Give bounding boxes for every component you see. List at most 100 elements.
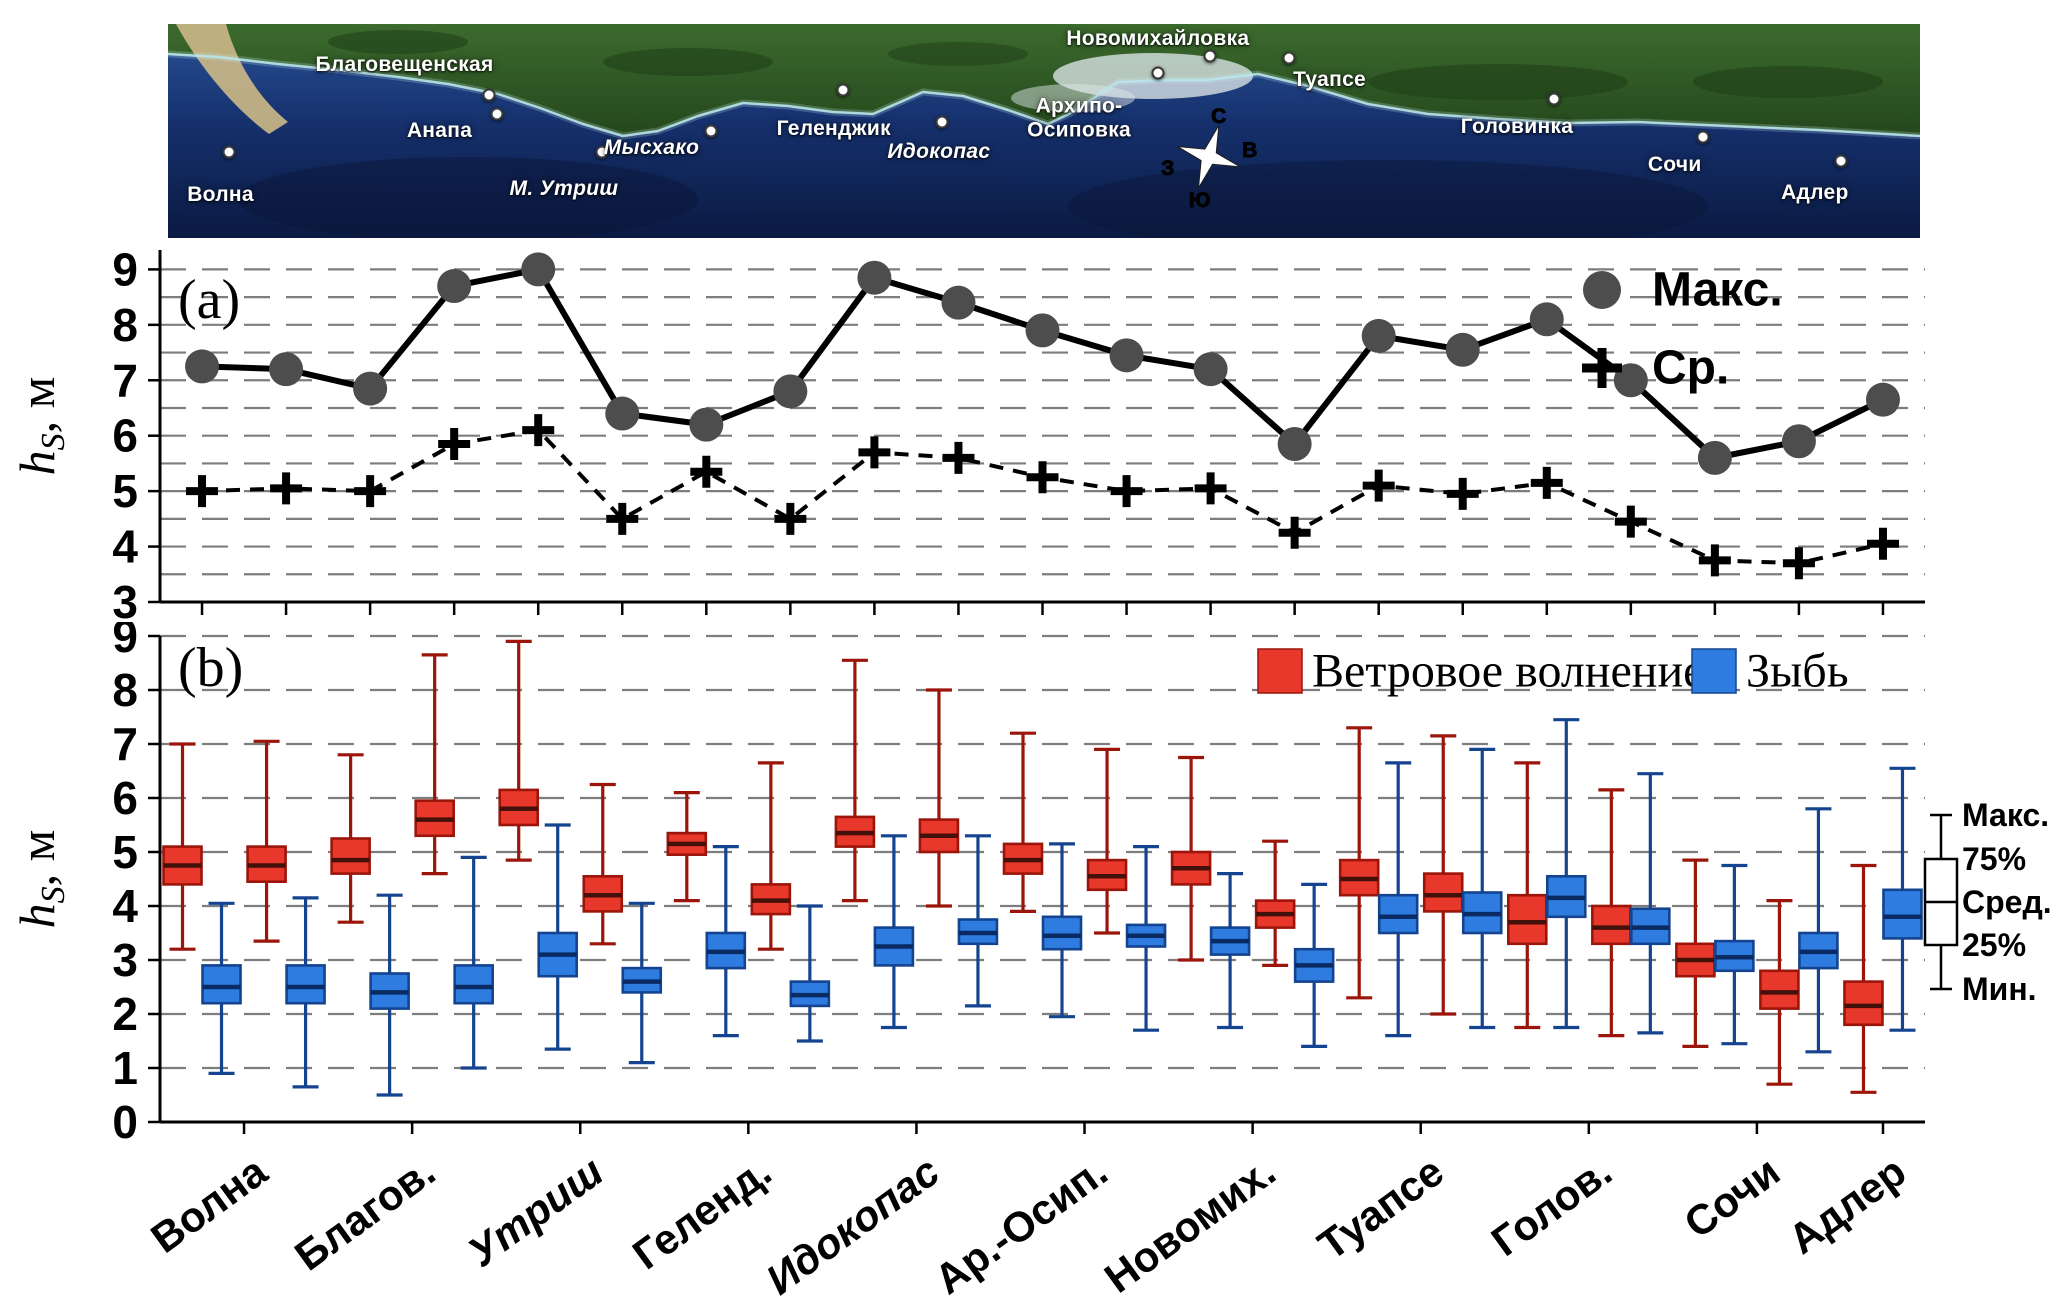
legend-max-marker (1583, 271, 1621, 309)
wind-wave-box (162, 742, 203, 951)
max-marker (773, 374, 808, 409)
forest-patch (1368, 64, 1628, 100)
wind-wave-box (1675, 858, 1716, 1048)
map-marker (595, 145, 609, 159)
mean-marker (1278, 516, 1311, 549)
key-label: Сред. (1962, 884, 2052, 920)
max-marker (1781, 424, 1816, 459)
wind-wave-box (1170, 755, 1212, 962)
deep-sea-patch (1068, 160, 1708, 238)
compass-east-label: В (1242, 139, 1257, 162)
x-category-label: Сочи (1675, 1147, 1788, 1247)
max-marker (437, 269, 472, 304)
y-tick-label: 7 (112, 354, 138, 406)
map-marker (482, 88, 496, 102)
swell-box (453, 855, 494, 1070)
map-label: Туапсе (1293, 67, 1367, 91)
forest-patch (1693, 66, 1883, 98)
y-tick-label: 2 (112, 988, 138, 1040)
key-label: Макс. (1962, 797, 2049, 833)
deep-sea-patch (238, 157, 698, 238)
iqr-box (1377, 893, 1419, 935)
map-marker (1282, 51, 1296, 65)
wind-wave-box (666, 791, 708, 903)
iqr-box (1591, 904, 1632, 946)
wind-wave-box (1591, 788, 1632, 1038)
mean-marker (1530, 466, 1563, 499)
map-marker (704, 124, 718, 138)
compass-rose: СВ ЗЮ (1161, 105, 1258, 213)
y-tick-label: 7 (112, 718, 138, 770)
map-marker (1547, 92, 1561, 106)
x-category-label: Адлер (1780, 1147, 1915, 1263)
wind-wave-box (1506, 761, 1548, 1030)
iqr-box (1422, 872, 1464, 913)
compass-star (1177, 125, 1241, 189)
map-label: Сочи (1647, 153, 1702, 177)
x-category-label: Туапсе (1309, 1147, 1452, 1269)
mean-marker (942, 441, 975, 474)
map-overlay: Волна Благовещенская Анапа М. Утриш Мысхако Г… (168, 24, 1920, 238)
mean-marker (1782, 547, 1815, 580)
wind-wave-box (582, 782, 624, 946)
y-tick-label: 6 (112, 410, 138, 462)
mean-marker (522, 414, 555, 447)
mean-marker (1698, 544, 1731, 577)
y-tick-label: 8 (112, 299, 138, 351)
key-label: 25% (1962, 927, 2026, 963)
y-tick-label: 6 (112, 772, 138, 824)
iqr-box (1506, 893, 1548, 946)
max-marker (521, 252, 556, 287)
swell-box (1461, 747, 1503, 1030)
mean-marker (606, 502, 639, 535)
map-marker (836, 83, 850, 97)
mean-marker (1362, 469, 1395, 502)
y-tick-label: 0 (112, 1096, 138, 1148)
map-label: Благовещенская (315, 52, 494, 76)
mean-marker (270, 472, 303, 505)
x-category-label: Ар.-Осип. (926, 1147, 1116, 1303)
coastline (168, 52, 1920, 138)
y-tick-label: 5 (112, 826, 138, 878)
swell-box (1293, 882, 1335, 1048)
legend-wind-label: Ветровое волнение (1312, 645, 1704, 698)
panel-a-label: (a) (178, 269, 240, 331)
y-tick-label: 3 (112, 576, 138, 622)
x-category-label: Голов. (1483, 1147, 1620, 1265)
wind-wave-box (1843, 863, 1884, 1094)
map-marker (1834, 154, 1848, 168)
iqr-box (1882, 888, 1923, 940)
iqr-box (1759, 969, 1800, 1010)
mean-marker (1446, 477, 1479, 510)
swell-box (789, 904, 831, 1043)
compass-west-label: З (1161, 157, 1174, 180)
mean-marker (690, 455, 723, 488)
mean-marker (1614, 505, 1647, 538)
swell-box (1630, 772, 1671, 1035)
mean-marker (1110, 475, 1143, 508)
iqr-box (330, 837, 371, 875)
max-marker (1697, 440, 1732, 475)
map-label: Архипо- Осиповка (1027, 94, 1131, 142)
max-marker (185, 349, 220, 384)
legend-swell-swatch (1691, 648, 1737, 694)
x-category-label: Волна (142, 1147, 276, 1262)
mean-marker (438, 428, 471, 461)
x-category-label: Благов. (286, 1147, 443, 1279)
key-label: 75% (1962, 841, 2026, 877)
panel-b-label: (b) (178, 637, 243, 699)
map-label: Волна (187, 183, 254, 207)
max-marker (1445, 332, 1480, 367)
mean-marker (858, 436, 891, 469)
map-label: Геленджик (776, 117, 891, 141)
mean-marker (186, 475, 219, 508)
swell-box (873, 834, 915, 1030)
max-marker (1025, 313, 1060, 348)
max-marker (605, 396, 640, 431)
map-land (168, 24, 1920, 136)
wind-wave-box (1759, 899, 1800, 1086)
swell-box (957, 834, 999, 1008)
mean-marker (774, 502, 807, 535)
